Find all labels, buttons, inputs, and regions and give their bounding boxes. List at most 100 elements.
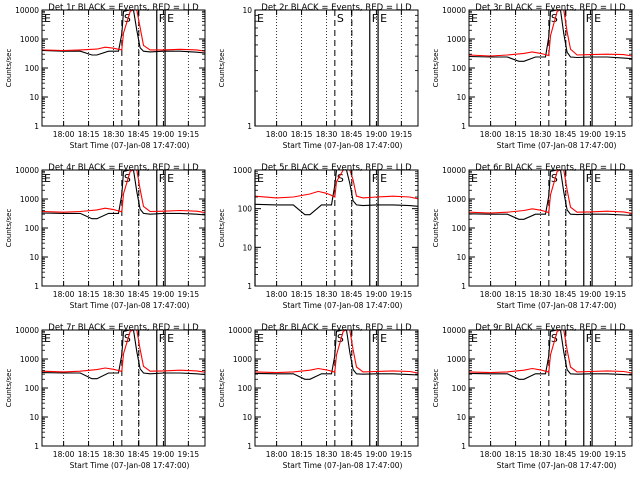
panel-title: Det 1r BLACK = Events, RED = LLD xyxy=(48,3,199,13)
y-tick-label: 1 xyxy=(247,282,252,291)
marker-label-e: E xyxy=(167,12,174,25)
series-line-lld xyxy=(468,329,633,374)
marker-label-e: E xyxy=(594,332,601,345)
series-line-events xyxy=(41,329,206,380)
x-tick-label: 18:45 xyxy=(341,450,363,459)
x-tick-label: 18:00 xyxy=(53,130,75,139)
panel-title: Det 4r BLACK = Events, RED = LLD xyxy=(48,163,199,173)
marker-label-s: S xyxy=(337,12,344,25)
x-tick-label: 18:15 xyxy=(291,130,313,139)
marker-label-e: E xyxy=(44,332,51,345)
x-tick-label: 18:45 xyxy=(555,450,577,459)
x-axis-label: Start Time (07-Jan-08 17:47:00) xyxy=(70,301,190,310)
marker-label-e: E xyxy=(257,12,264,25)
marker-label-f: F xyxy=(586,12,592,25)
x-tick-label: 18:45 xyxy=(341,130,363,139)
x-axis-label: Start Time (07-Jan-08 17:47:00) xyxy=(283,461,403,470)
plot-frame xyxy=(468,169,633,287)
y-axis-label: Counts/sec xyxy=(218,49,226,88)
x-tick-label: 19:00 xyxy=(580,450,602,459)
y-tick-label: 10 xyxy=(456,253,466,262)
x-tick-label: 18:45 xyxy=(128,130,150,139)
marker-label-e: E xyxy=(167,172,174,185)
marker-label-s: S xyxy=(551,332,558,345)
y-tick-label: 1000 xyxy=(20,355,39,364)
marker-label-e: E xyxy=(594,172,601,185)
y-tick-label: 1000 xyxy=(20,35,39,44)
x-tick-label: 19:15 xyxy=(605,450,627,459)
marker-label-e: E xyxy=(380,172,387,185)
y-tick-label: 1000 xyxy=(447,195,466,204)
y-tick-label: 100 xyxy=(25,384,40,393)
x-tick-label: 19:00 xyxy=(153,450,175,459)
y-tick-label: 1 xyxy=(247,122,252,131)
y-tick-label: 10 xyxy=(242,413,252,422)
x-tick-label: 19:00 xyxy=(580,130,602,139)
x-tick-label: 18:00 xyxy=(266,290,288,299)
marker-label-e: E xyxy=(167,332,174,345)
panel-title: Det 3r BLACK = Events, RED = LLD xyxy=(475,3,626,13)
y-axis-label: Counts/sec xyxy=(432,369,440,408)
x-tick-label: 19:00 xyxy=(153,290,175,299)
y-tick-label: 10 xyxy=(456,413,466,422)
panel-title: Det 8r BLACK = Events, RED = LLD xyxy=(261,323,412,333)
y-axis-label: Counts/sec xyxy=(218,209,226,248)
x-tick-label: 19:00 xyxy=(366,450,388,459)
x-tick-label: 18:15 xyxy=(505,130,527,139)
y-tick-label: 100 xyxy=(452,384,467,393)
y-tick-label: 100 xyxy=(238,384,253,393)
marker-label-f: F xyxy=(372,172,378,185)
x-axis-label: Start Time (07-Jan-08 17:47:00) xyxy=(283,141,403,150)
x-tick-label: 19:15 xyxy=(178,450,200,459)
x-axis-label: Start Time (07-Jan-08 17:47:00) xyxy=(283,301,403,310)
x-tick-label: 18:30 xyxy=(316,130,338,139)
y-tick-label: 10000 xyxy=(442,326,466,335)
x-tick-label: 19:15 xyxy=(178,130,200,139)
series-line-events xyxy=(468,9,633,62)
marker-label-e: E xyxy=(44,172,51,185)
marker-label-f: F xyxy=(159,332,165,345)
x-tick-label: 18:15 xyxy=(505,450,527,459)
y-tick-label: 1 xyxy=(247,442,252,451)
plot-frame xyxy=(41,9,206,127)
plot-frame xyxy=(254,169,419,287)
series-line-events xyxy=(41,169,206,220)
marker-label-s: S xyxy=(337,332,344,345)
marker-label-s: S xyxy=(337,172,344,185)
y-tick-label: 10000 xyxy=(15,166,39,175)
plot-frame xyxy=(468,329,633,447)
y-tick-label: 10 xyxy=(29,93,39,102)
y-tick-label: 1 xyxy=(461,442,466,451)
y-tick-label: 10000 xyxy=(442,6,466,15)
y-tick-label: 10000 xyxy=(15,326,39,335)
y-tick-label: 1000 xyxy=(233,166,252,175)
x-tick-label: 19:00 xyxy=(366,130,388,139)
x-tick-label: 18:45 xyxy=(128,450,150,459)
marker-label-e: E xyxy=(44,12,51,25)
y-axis-label: Counts/sec xyxy=(5,49,13,88)
x-tick-label: 18:45 xyxy=(341,290,363,299)
x-tick-label: 18:30 xyxy=(316,450,338,459)
marker-label-f: F xyxy=(159,172,165,185)
y-tick-label: 10 xyxy=(456,93,466,102)
x-tick-label: 18:45 xyxy=(555,130,577,139)
y-tick-label: 1000 xyxy=(447,355,466,364)
x-tick-label: 19:00 xyxy=(366,290,388,299)
series-line-events xyxy=(254,329,419,380)
series-line-lld xyxy=(41,9,206,52)
marker-label-f: F xyxy=(586,332,592,345)
marker-label-e: E xyxy=(257,172,264,185)
y-tick-label: 100 xyxy=(452,224,467,233)
y-tick-label: 100 xyxy=(25,64,40,73)
y-tick-label: 1000 xyxy=(233,355,252,364)
plot-frame xyxy=(41,169,206,287)
marker-label-s: S xyxy=(124,12,131,25)
marker-label-e: E xyxy=(471,332,478,345)
marker-label-s: S xyxy=(124,332,131,345)
